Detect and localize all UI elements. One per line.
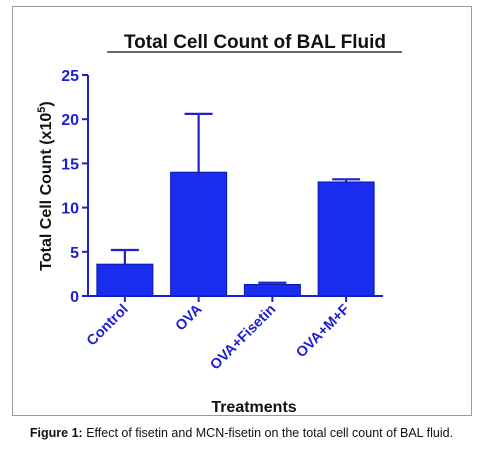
y-tick-label: 25 bbox=[61, 68, 79, 85]
bar bbox=[317, 181, 375, 297]
y-tick-label: 15 bbox=[61, 156, 79, 173]
bar bbox=[96, 263, 154, 297]
y-tick-label: 10 bbox=[61, 201, 79, 218]
x-tick-label: Control bbox=[84, 302, 132, 350]
y-axis-label-end: ) bbox=[38, 101, 55, 106]
x-tick-label: OVA+M+F bbox=[293, 301, 353, 361]
chart-title: Total Cell Count of BAL Fluid bbox=[124, 32, 386, 53]
x-tick-label: OVA bbox=[173, 301, 206, 334]
x-axis-label: Treatments bbox=[211, 399, 296, 416]
y-axis-label-main: Total Cell Count (x10 bbox=[38, 113, 55, 271]
y-tick-label: 0 bbox=[70, 289, 79, 306]
y-tick-label: 5 bbox=[70, 245, 79, 262]
bar bbox=[170, 171, 228, 297]
bar bbox=[243, 284, 301, 297]
caption-label: Figure 1: bbox=[29, 426, 83, 440]
x-tick-label: OVA+Fisetin bbox=[207, 302, 279, 374]
bar-chart: Total Cell Count of BAL Fluid Total Cell… bbox=[36, 32, 402, 416]
plot-area: 0 5 10 15 20 25 Control OVA OVA+Fisetin OVA+M+F bbox=[61, 68, 383, 373]
figure-caption: Figure 1: Effect of fisetin and MCN-fise… bbox=[0, 426, 483, 440]
y-axis-label: Total Cell Count (x105) bbox=[36, 101, 55, 270]
y-axis-label-sup: 5 bbox=[36, 107, 48, 113]
caption-text: Effect of fisetin and MCN-fisetin on the… bbox=[82, 426, 454, 440]
y-tick-label: 20 bbox=[61, 112, 79, 129]
